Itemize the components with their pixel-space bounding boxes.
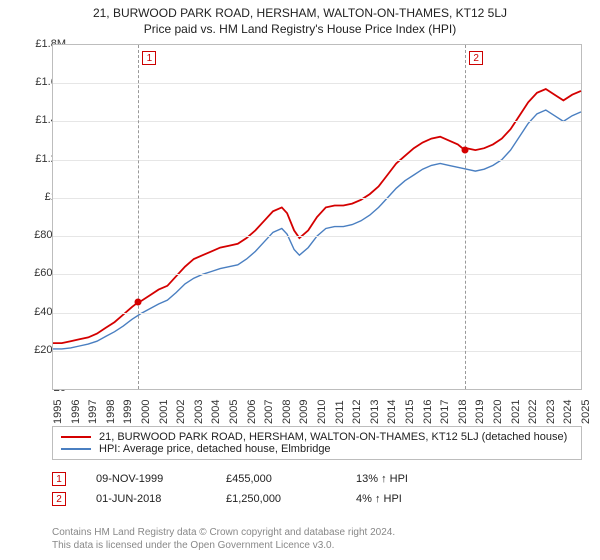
event-date: 09-NOV-1999	[96, 473, 196, 485]
event-marker-badge: 1	[142, 51, 156, 65]
x-tick-label: 2020	[492, 400, 504, 424]
legend-swatch	[61, 436, 91, 438]
x-tick-label: 2017	[439, 400, 451, 424]
x-tick-label: 2014	[386, 400, 398, 424]
x-tick-label: 2001	[158, 400, 170, 424]
legend-label: HPI: Average price, detached house, Elmb…	[99, 443, 331, 455]
x-tick-label: 2008	[281, 400, 293, 424]
x-tick-label: 2006	[246, 400, 258, 424]
gridline	[53, 198, 581, 199]
series-line-price_paid	[53, 89, 581, 343]
titles: 21, BURWOOD PARK ROAD, HERSHAM, WALTON-O…	[0, 0, 600, 36]
x-tick-label: 2015	[404, 400, 416, 424]
event-row: 1 09-NOV-1999 £455,000 13% ↑ HPI	[52, 472, 582, 486]
x-tick-label: 1995	[52, 400, 64, 424]
title-subtitle: Price paid vs. HM Land Registry's House …	[0, 22, 600, 36]
footer-line1: Contains HM Land Registry data © Crown c…	[52, 526, 582, 539]
gridline	[53, 274, 581, 275]
events-table: 1 09-NOV-1999 £455,000 13% ↑ HPI 2 01-JUN-201…	[52, 466, 582, 506]
event-row: 2 01-JUN-2018 £1,250,000 4% ↑ HPI	[52, 492, 582, 506]
x-tick-label: 1996	[70, 400, 82, 424]
x-tick-label: 2004	[210, 400, 222, 424]
chart-container: 21, BURWOOD PARK ROAD, HERSHAM, WALTON-O…	[0, 0, 600, 560]
legend-label: 21, BURWOOD PARK ROAD, HERSHAM, WALTON-O…	[99, 431, 567, 443]
x-tick-label: 2009	[298, 400, 310, 424]
legend-row: 21, BURWOOD PARK ROAD, HERSHAM, WALTON-O…	[61, 431, 573, 443]
x-tick-label: 2003	[193, 400, 205, 424]
event-price: £455,000	[226, 473, 326, 485]
x-tick-label: 2024	[562, 400, 574, 424]
x-tick-label: 2005	[228, 400, 240, 424]
event-marker-line	[138, 45, 139, 389]
event-badge: 2	[52, 492, 66, 506]
plot-area: 12	[52, 44, 582, 390]
x-tick-label: 2010	[316, 400, 328, 424]
event-marker-badge: 2	[469, 51, 483, 65]
x-tick-label: 1997	[87, 400, 99, 424]
event-badge: 1	[52, 472, 66, 486]
x-tick-label: 2002	[175, 400, 187, 424]
footer-attribution: Contains HM Land Registry data © Crown c…	[52, 526, 582, 552]
event-date: 01-JUN-2018	[96, 493, 196, 505]
x-tick-label: 2013	[369, 400, 381, 424]
x-tick-label: 2011	[334, 400, 346, 424]
x-tick-label: 2000	[140, 400, 152, 424]
event-price: £1,250,000	[226, 493, 326, 505]
x-tick-label: 2022	[527, 400, 539, 424]
gridline	[53, 160, 581, 161]
gridline	[53, 121, 581, 122]
x-tick-label: 2007	[263, 400, 275, 424]
gridline	[53, 351, 581, 352]
legend: 21, BURWOOD PARK ROAD, HERSHAM, WALTON-O…	[52, 426, 582, 460]
legend-row: HPI: Average price, detached house, Elmb…	[61, 443, 573, 455]
x-tick-label: 2025	[580, 400, 592, 424]
gridline	[53, 236, 581, 237]
event-delta: 13% ↑ HPI	[356, 473, 456, 485]
event-delta: 4% ↑ HPI	[356, 493, 456, 505]
event-marker-line	[465, 45, 466, 389]
x-tick-label: 1999	[122, 400, 134, 424]
line-series-svg	[53, 45, 581, 389]
x-tick-label: 2018	[457, 400, 469, 424]
gridline	[53, 313, 581, 314]
gridline	[53, 83, 581, 84]
footer-line2: This data is licensed under the Open Gov…	[52, 539, 582, 552]
x-tick-label: 1998	[105, 400, 117, 424]
event-marker-dot	[135, 299, 142, 306]
x-tick-label: 2016	[422, 400, 434, 424]
title-address: 21, BURWOOD PARK ROAD, HERSHAM, WALTON-O…	[0, 6, 600, 20]
x-tick-label: 2012	[351, 400, 363, 424]
x-tick-label: 2021	[510, 400, 522, 424]
legend-swatch	[61, 448, 91, 450]
x-tick-label: 2019	[474, 400, 486, 424]
x-tick-label: 2023	[545, 400, 557, 424]
event-marker-dot	[462, 147, 469, 154]
